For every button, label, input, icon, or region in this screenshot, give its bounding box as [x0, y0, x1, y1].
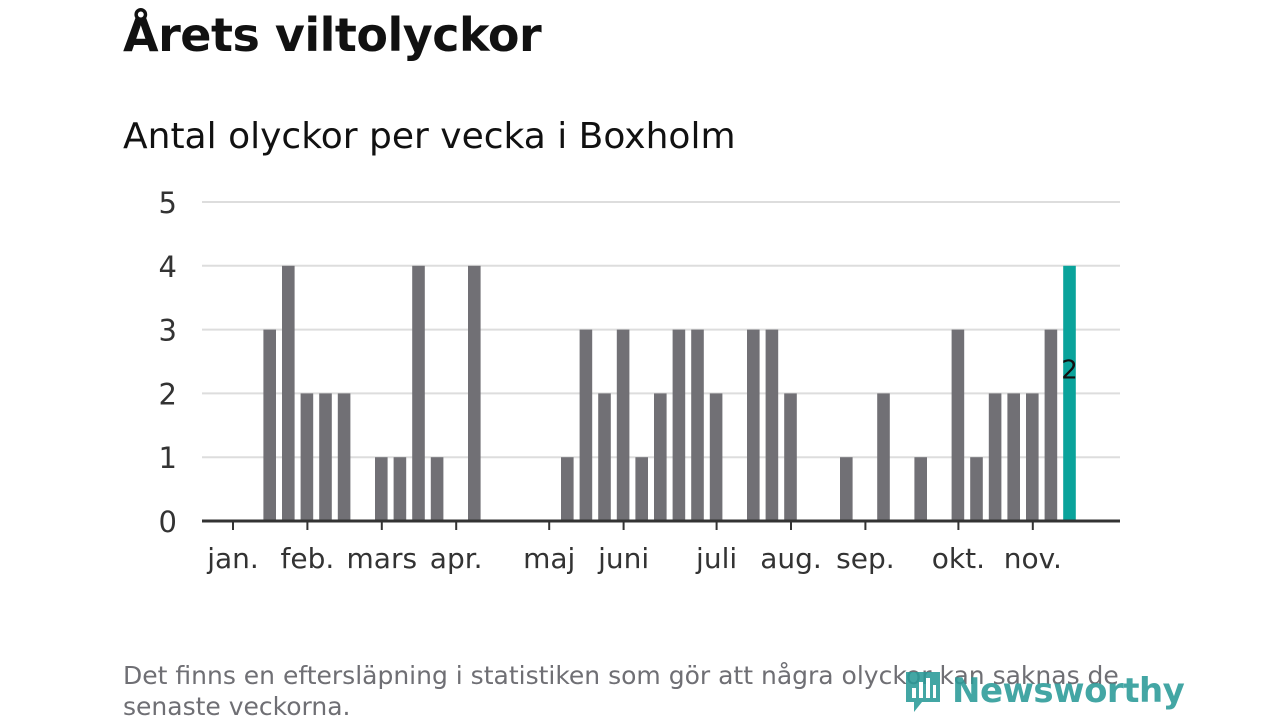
bar-week-23 — [635, 457, 648, 521]
data-label-last-week: 2 — [1061, 355, 1078, 385]
x-tick-label: jan. — [206, 542, 259, 575]
bar-week-30 — [765, 329, 779, 521]
y-tick-label: 5 — [159, 186, 177, 220]
bar-week-42 — [988, 393, 1002, 521]
bar-week-41 — [970, 457, 983, 521]
data-labels: 2 — [1061, 355, 1078, 385]
y-tick-label: 1 — [159, 441, 177, 475]
bar-week-9 — [375, 457, 388, 521]
y-tick-label: 3 — [159, 314, 177, 348]
x-tick-label: nov. — [1004, 542, 1062, 575]
bar-week-4 — [282, 265, 295, 521]
bar-week-34 — [840, 457, 853, 521]
bar-week-31 — [784, 393, 797, 521]
x-tick-label: aug. — [760, 542, 822, 575]
bar-week-43 — [1007, 393, 1020, 521]
y-tick-label: 2 — [159, 377, 177, 411]
y-tick-label: 0 — [159, 505, 177, 539]
bar-week-10 — [393, 457, 407, 521]
newsworthy-bar-icon — [906, 672, 940, 712]
bar-week-5 — [300, 393, 314, 521]
bar-week-25 — [672, 329, 686, 521]
bar-week-24 — [654, 393, 667, 521]
bar-week-19 — [561, 457, 574, 521]
chart-subtitle: Antal olyckor per vecka i Boxholm — [123, 116, 736, 157]
page-title: Årets viltolyckor — [123, 8, 542, 62]
bar-week-7 — [337, 393, 351, 521]
bar-week-36 — [877, 393, 890, 521]
y-tick-labels: 0 1 2 3 4 5 — [159, 186, 177, 539]
x-tick-label: mars — [347, 542, 418, 575]
bar-week-44 — [1026, 393, 1039, 521]
bar-week-38 — [914, 457, 927, 521]
footnote: Det finns en eftersläpning i statistiken… — [123, 661, 1119, 721]
y-tick-label: 4 — [159, 250, 177, 284]
x-tick-labels: jan. feb. mars apr. maj juni juli aug. sep. okt. n… — [206, 542, 1062, 575]
bar-week-21 — [598, 393, 611, 521]
x-tick-label: sep. — [836, 542, 895, 575]
bar-week-12 — [430, 457, 444, 521]
bar-week-14 — [468, 265, 481, 521]
x-axis — [202, 519, 1120, 530]
x-tick-label: apr. — [430, 542, 483, 575]
bar-week-45 — [1044, 329, 1058, 521]
bar-week-3 — [263, 329, 276, 521]
bar-week-26 — [691, 329, 704, 521]
logo-text: Newsworthy — [952, 671, 1185, 711]
x-tick-label: okt. — [932, 542, 985, 575]
newsworthy-logo: Newsworthy — [902, 668, 1185, 714]
bar-week-22 — [616, 329, 630, 521]
bar-week-27 — [709, 393, 723, 521]
x-tick-label: maj — [523, 542, 575, 575]
bar-highlight-week-46 — [1063, 265, 1076, 521]
bars — [263, 265, 1076, 521]
x-tick-label: juni — [597, 542, 649, 575]
bar-week-20 — [579, 329, 593, 521]
x-tick-label: feb. — [281, 542, 335, 575]
bar-week-11 — [412, 265, 425, 521]
x-tick-label: juli — [695, 542, 737, 575]
bar-chart: 0 1 2 3 4 5 jan. feb. mars apr. maj juni juli aug. se… — [159, 186, 1120, 575]
bar-week-29 — [747, 329, 760, 521]
bar-week-6 — [319, 393, 332, 521]
bar-week-40 — [951, 329, 965, 521]
